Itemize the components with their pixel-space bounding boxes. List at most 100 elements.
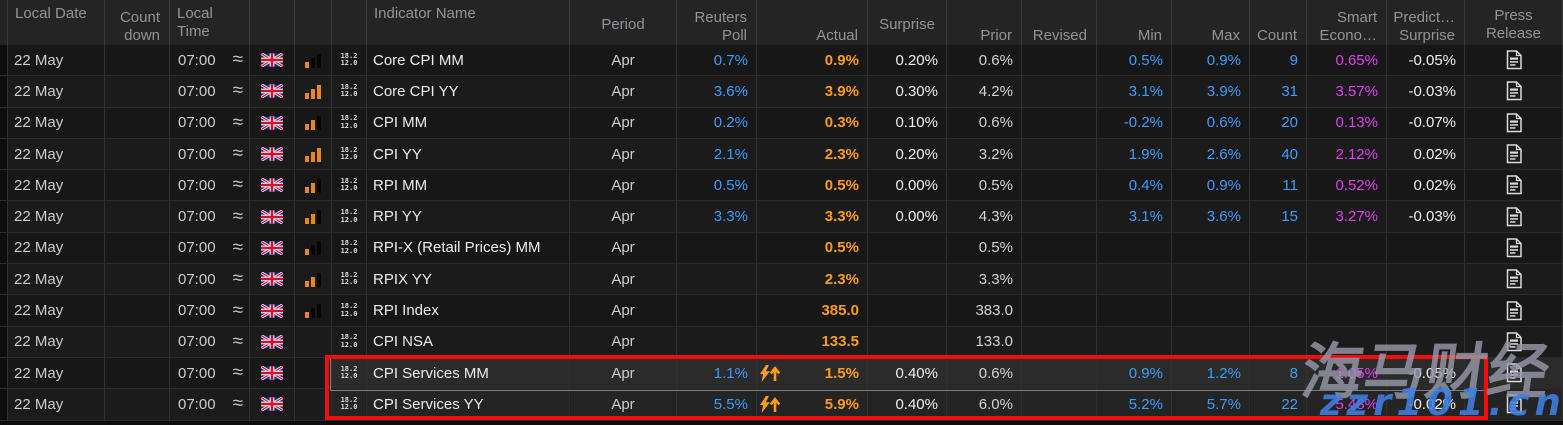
col-header-period[interactable]: Period: [570, 0, 677, 45]
uk-flag-icon: [261, 240, 283, 255]
cell-max: 0.9%: [1172, 45, 1250, 77]
cell-press-release: [1465, 326, 1563, 358]
cell-actual: 2.3%: [757, 138, 868, 171]
cell-importance: [295, 76, 332, 108]
press-release-icon[interactable]: [1506, 50, 1522, 70]
press-release-icon[interactable]: [1506, 363, 1522, 383]
table-row[interactable]: 22 May 07:00 ≈18.2 12.0 CPI Services MM Apr 1.…: [0, 357, 1563, 390]
col-header-smart-economist[interactable]: Smart Econo…: [1307, 0, 1387, 45]
cell-reuters-poll: 0.7%: [677, 45, 757, 77]
cell-local-time: 07:00 ≈: [170, 232, 250, 265]
actual-value: 3.9%: [824, 82, 859, 100]
press-release-icon[interactable]: [1506, 300, 1522, 321]
col-header-prior[interactable]: Prior: [947, 0, 1022, 45]
col-header-flag[interactable]: [250, 0, 295, 45]
cell-country-flag: [250, 201, 295, 233]
actual-value: 1.5%: [824, 364, 859, 382]
cell-indicator-icon: 18.2 12.0: [332, 201, 367, 233]
cell-actual: 133.5: [757, 326, 868, 358]
col-header-grip[interactable]: [0, 0, 8, 45]
col-header-count[interactable]: Count: [1250, 0, 1307, 45]
cell-indicator-icon: 18.2 12.0: [332, 170, 367, 202]
cell-smart-economist: 2.12%: [1307, 138, 1387, 171]
table-row[interactable]: 22 May 07:00 ≈18.2 12.0 CPI YY Apr 2.1% 2.3% 0.2…: [0, 138, 1563, 171]
col-header-revised[interactable]: Revised: [1022, 0, 1097, 45]
col-header-label: down: [124, 27, 160, 44]
table-row[interactable]: 22 May 07:00 ≈18.2 12.0 Core CPI MM Apr 0.7% 0.…: [0, 45, 1563, 77]
cell-country-flag: [250, 232, 295, 265]
press-release-icon[interactable]: [1506, 238, 1522, 258]
col-header-reuters-poll[interactable]: Reuters Poll: [677, 0, 757, 45]
cell-max: 0.6%: [1172, 107, 1250, 139]
col-header-local-time[interactable]: Local Time: [170, 0, 250, 45]
cell-actual: 0.3%: [757, 107, 868, 139]
cell-countdown: [105, 76, 170, 108]
cell-indicator-icon: 18.2 12.0: [332, 264, 367, 296]
press-release-icon[interactable]: [1506, 175, 1522, 195]
table-row[interactable]: 22 May 07:00 ≈18.2 12.0 RPI-X (Retail Prices…: [0, 232, 1563, 265]
cell-count: 31: [1250, 76, 1307, 108]
cell-count: 9: [1250, 45, 1307, 77]
press-release-icon[interactable]: [1506, 394, 1522, 414]
cell-local-date: 22 May: [8, 76, 105, 108]
table-row[interactable]: 22 May 07:00 ≈18.2 12.0 Core CPI YY Apr 3.6% 3.…: [0, 76, 1563, 108]
table-row[interactable]: 22 May 07:00 ≈18.2 12.0 RPI YY Apr 3.3% 3.3% 0.0…: [0, 201, 1563, 233]
col-header-min[interactable]: Min: [1097, 0, 1172, 45]
cell-country-flag: [250, 107, 295, 139]
cell-indicator-name: CPI YY: [367, 138, 570, 171]
col-header-max[interactable]: Max: [1172, 0, 1250, 45]
press-release-icon[interactable]: [1506, 332, 1522, 352]
economic-indicator-icon: 18.2 12.0: [340, 270, 358, 287]
local-time-text: 07:00: [178, 208, 216, 226]
col-header-label: Indicator Name: [374, 5, 476, 22]
cell-country-flag: [250, 295, 295, 327]
table-row[interactable]: 22 May 07:00 ≈18.2 12.0 CPI NSA Apr 133.5 133.0: [0, 326, 1563, 358]
importance-bars-icon: [305, 272, 321, 287]
col-header-press-release[interactable]: Press Release: [1465, 0, 1563, 45]
approx-icon: ≈: [232, 330, 243, 352]
cell-max: [1172, 264, 1250, 296]
press-release-icon[interactable]: [1506, 144, 1522, 164]
table-row[interactable]: 22 May 07:00 ≈18.2 12.0 CPI MM Apr 0.2% 0.3% 0.1…: [0, 107, 1563, 139]
col-header-label: Surprise: [879, 16, 935, 33]
approx-icon: ≈: [232, 143, 243, 165]
table-row[interactable]: 22 May 07:00 ≈18.2 12.0 RPIX YY Apr 2.3% 3.3%: [0, 264, 1563, 296]
col-header-countdown[interactable]: Count down: [105, 0, 170, 45]
col-header-importance[interactable]: [295, 0, 332, 45]
cell-local-time: 07:00 ≈: [170, 326, 250, 358]
table-row[interactable]: 22 May 07:00 ≈18.2 12.0 RPI MM Apr 0.5% 0.5% 0.0…: [0, 170, 1563, 202]
cell-press-release: [1465, 389, 1563, 421]
col-header-indicator-name[interactable]: Indicator Name: [367, 0, 570, 45]
press-release-icon[interactable]: [1506, 112, 1522, 133]
cell-local-time: 07:00 ≈: [170, 201, 250, 233]
table-row[interactable]: 22 May 07:00 ≈18.2 12.0 RPI Index Apr 385.0 383…: [0, 295, 1563, 327]
col-header-surprise[interactable]: Surprise: [868, 0, 947, 45]
cell-count: 22: [1250, 389, 1307, 421]
importance-bars-icon: [305, 115, 321, 131]
press-release-icon[interactable]: [1506, 269, 1522, 289]
col-header-local-date[interactable]: Local Date: [8, 0, 105, 45]
cell-prediction-surprise: [1387, 232, 1465, 265]
col-header-actual[interactable]: Actual: [757, 0, 868, 45]
cell-press-release: [1465, 76, 1563, 108]
cell-period: Apr: [570, 389, 677, 421]
cell-press-release: [1465, 138, 1563, 171]
cell-reuters-poll: 3.3%: [677, 201, 757, 233]
cell-period: Apr: [570, 201, 677, 233]
row-grip: [0, 326, 8, 358]
press-release-icon[interactable]: [1506, 206, 1522, 227]
actual-value: 133.5: [821, 333, 859, 351]
col-header-label: Period: [601, 16, 645, 33]
cell-local-time: 07:00 ≈: [170, 295, 250, 327]
cell-local-date: 22 May: [8, 389, 105, 421]
col-header-prediction-surprise[interactable]: Predict… Surprise: [1387, 0, 1465, 45]
cell-importance: [295, 264, 332, 296]
cell-prior: 3.3%: [947, 264, 1022, 296]
press-release-icon[interactable]: [1506, 81, 1522, 101]
cell-importance: [295, 201, 332, 233]
importance-bars-icon: [305, 209, 321, 225]
table-row[interactable]: 22 May 07:00 ≈18.2 12.0 CPI Services YY Apr 5.…: [0, 389, 1563, 421]
col-header-indicator-icon[interactable]: [332, 0, 367, 45]
cell-count: 15: [1250, 201, 1307, 233]
cell-prediction-surprise: [1387, 326, 1465, 358]
